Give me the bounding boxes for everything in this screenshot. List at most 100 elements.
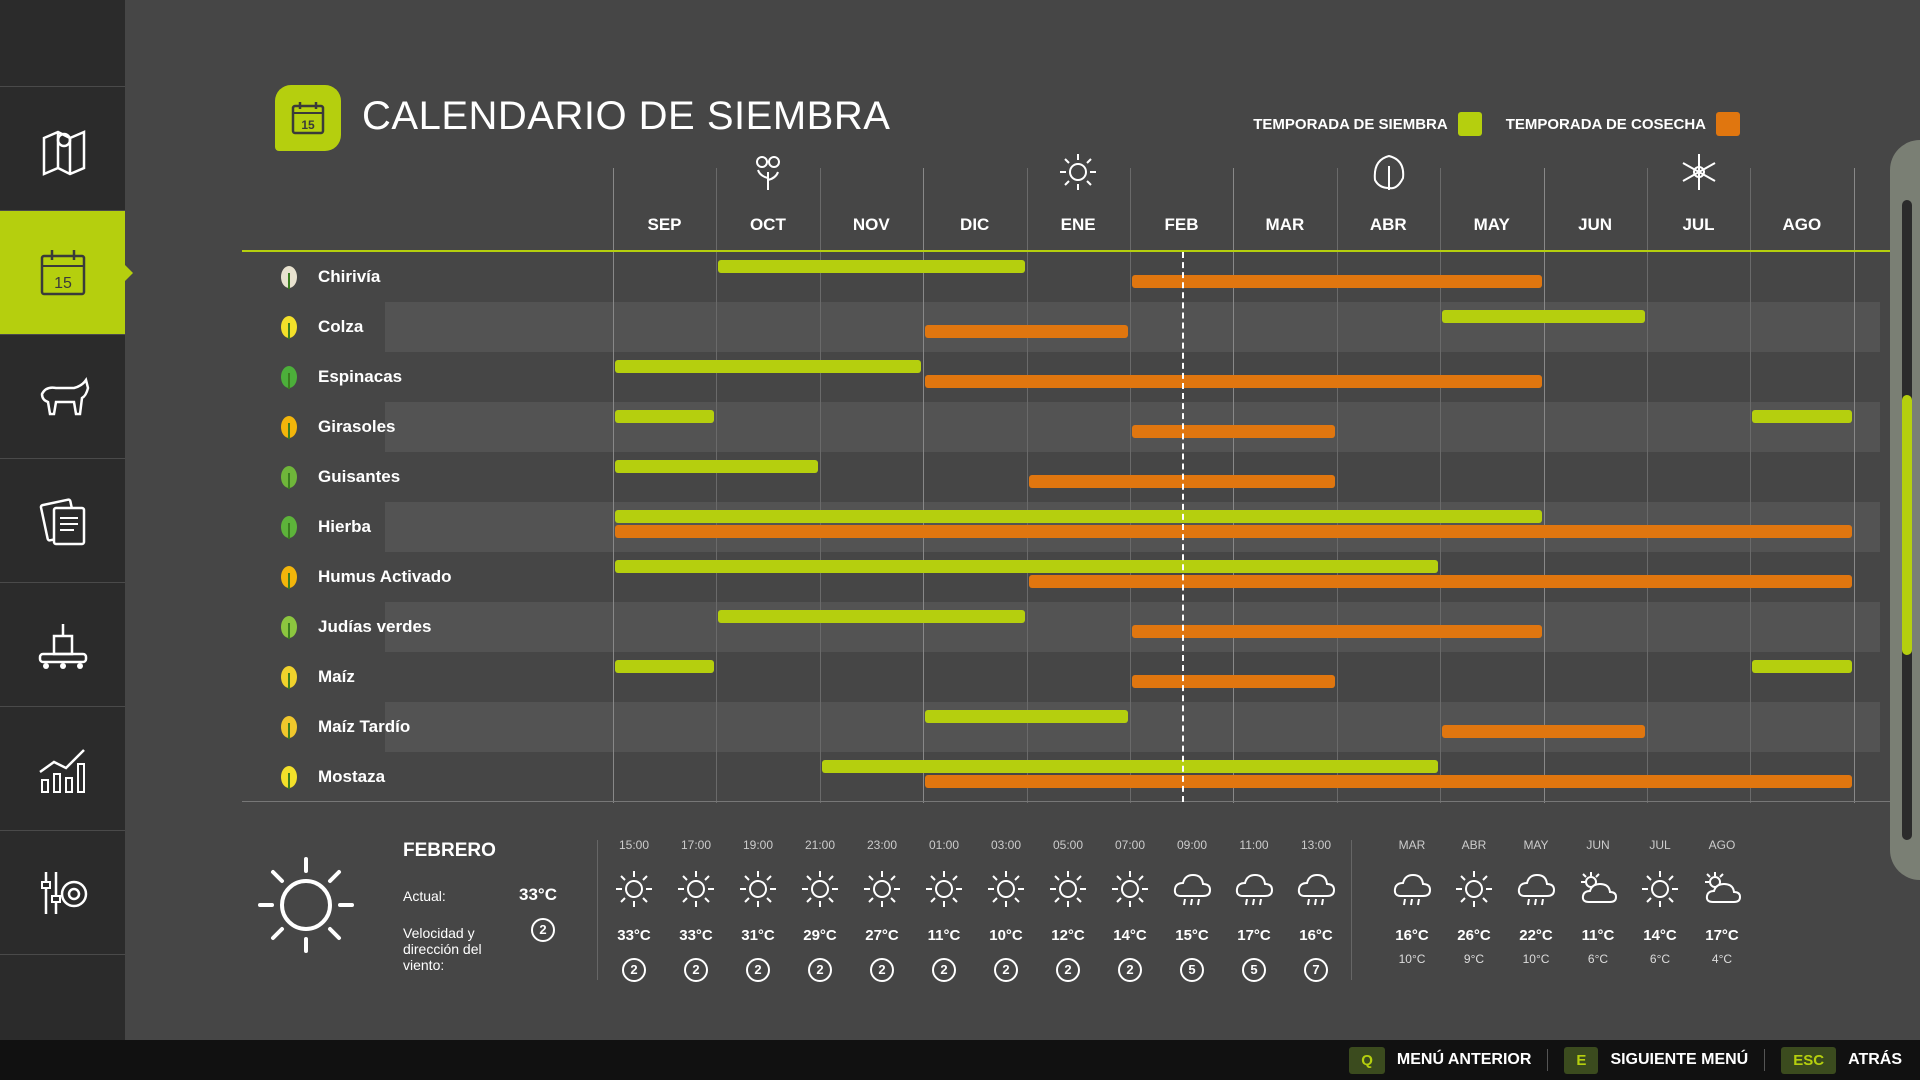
sowing-bar bbox=[718, 260, 1025, 273]
corn-icon bbox=[281, 666, 297, 689]
crop-name: Maíz Tardío bbox=[318, 717, 411, 736]
monthly-forecast-item: MAR 16°C 10°C bbox=[1381, 838, 1443, 966]
crop-name: Judías verdes bbox=[318, 617, 432, 636]
map-icon bbox=[42, 129, 85, 176]
wind-indicator: 2 bbox=[808, 958, 832, 982]
contracts-icon bbox=[39, 497, 85, 545]
monthly-forecast-item: MAY 22°C 10°C bbox=[1505, 838, 1567, 966]
forecast-low-temp: 10°C bbox=[1398, 952, 1426, 966]
bottom-divider bbox=[242, 801, 1892, 802]
hourly-forecast-item: 15:00 33°C 2 bbox=[603, 838, 665, 982]
crop-name: Espinacas bbox=[318, 367, 403, 386]
rain-icon bbox=[1173, 873, 1212, 906]
month-label: SEP bbox=[647, 215, 682, 234]
wind-indicator: 2 bbox=[870, 958, 894, 982]
month-gridline bbox=[923, 168, 925, 803]
forecast-time: 17:00 bbox=[680, 838, 712, 852]
forecast-time: 09:00 bbox=[1176, 838, 1208, 852]
parsnip-icon bbox=[281, 266, 297, 289]
forecast-low-temp: 9°C bbox=[1463, 952, 1485, 966]
scrollbar-thumb[interactable] bbox=[1902, 395, 1912, 655]
month-label: OCT bbox=[749, 215, 786, 234]
crop-name: Colza bbox=[318, 317, 364, 336]
cow-icon bbox=[40, 376, 89, 415]
sowing-bar bbox=[615, 660, 715, 673]
forecast-temp: 12°C bbox=[1051, 927, 1085, 944]
actual-temp-label: Actual: bbox=[403, 888, 446, 904]
rain-icon bbox=[1297, 873, 1336, 906]
hourly-forecast-item: 19:00 31°C 2 bbox=[727, 838, 789, 982]
sidebar-item-statistics[interactable] bbox=[0, 706, 125, 830]
crop-name: Guisantes bbox=[318, 467, 401, 486]
month-label: FEB bbox=[1164, 215, 1199, 234]
forecast-temp: 16°C bbox=[1299, 927, 1333, 944]
month-gridline bbox=[1853, 168, 1855, 803]
forecast-time: 11:00 bbox=[1239, 838, 1269, 852]
forecast-low-temp: 4°C bbox=[1711, 952, 1733, 966]
statistics-icon bbox=[38, 748, 85, 793]
month-label: JUN bbox=[1578, 215, 1613, 234]
sidebar-item-cow[interactable] bbox=[0, 334, 125, 458]
wind-indicator: 2 bbox=[1056, 958, 1080, 982]
forecast-month: JUN bbox=[1586, 838, 1610, 852]
harvest-bar bbox=[1132, 425, 1335, 438]
sun-icon bbox=[678, 871, 714, 907]
forecast-time: 23:00 bbox=[866, 838, 898, 852]
harvest-bar bbox=[925, 325, 1128, 338]
sidebar-item-settings[interactable] bbox=[0, 830, 125, 954]
forecast-temp: 27°C bbox=[865, 927, 899, 944]
sowing-bar bbox=[718, 610, 1025, 623]
legend-sowing-swatch bbox=[1457, 112, 1482, 136]
forecast-temp: 31°C bbox=[741, 927, 775, 944]
sowing-bar bbox=[615, 510, 1542, 523]
sun-icon bbox=[988, 871, 1024, 907]
sowing-bar bbox=[1442, 310, 1645, 323]
divider bbox=[1547, 1049, 1549, 1071]
prev-menu-button[interactable]: MENÚ ANTERIOR bbox=[1396, 1051, 1532, 1068]
forecast-temp: 17°C bbox=[1237, 927, 1271, 944]
sun-icon bbox=[926, 871, 962, 907]
back-key[interactable]: ESC bbox=[1781, 1046, 1837, 1074]
sowing-bar bbox=[615, 460, 818, 473]
sunflower-icon bbox=[281, 416, 297, 439]
hourly-forecast-item: 03:00 10°C 2 bbox=[975, 838, 1037, 982]
prev-menu-key[interactable]: Q bbox=[1349, 1046, 1385, 1074]
wind-indicator: 2 bbox=[746, 958, 770, 982]
sowing-bar bbox=[615, 560, 1439, 573]
production-icon bbox=[38, 623, 87, 669]
month-label: AGO bbox=[1782, 215, 1822, 234]
sun-summer-icon bbox=[1060, 154, 1097, 190]
back-button[interactable]: ATRÁS bbox=[1848, 1051, 1902, 1068]
hourly-forecast-item: 05:00 12°C 2 bbox=[1037, 838, 1099, 982]
row-background bbox=[385, 302, 1880, 352]
wind-indicator: 5 bbox=[1242, 958, 1266, 982]
forecast-low-temp: 6°C bbox=[1587, 952, 1609, 966]
monthly-forecast-item: JUL 14°C 6°C bbox=[1629, 838, 1691, 966]
actual-temp-value: 33°C bbox=[519, 885, 557, 904]
wind-indicator: 2 bbox=[622, 958, 646, 982]
forecast-time: 19:00 bbox=[742, 838, 774, 852]
sidebar-item-calendar[interactable]: 15 bbox=[0, 210, 133, 334]
row-background bbox=[385, 702, 1880, 752]
wind-indicator: 2 bbox=[932, 958, 956, 982]
forecast-high-temp: 14°C bbox=[1643, 927, 1677, 944]
harvest-bar bbox=[925, 775, 1852, 788]
crop-name: Chirivía bbox=[318, 267, 381, 286]
forecast-high-temp: 26°C bbox=[1457, 927, 1491, 944]
next-menu-key[interactable]: E bbox=[1564, 1046, 1599, 1074]
legend-harvest-label: TEMPORADA DE COSECHA bbox=[1505, 115, 1706, 133]
forecast-month: MAR bbox=[1398, 838, 1426, 852]
legend: TEMPORADA DE SIEMBRA TEMPORADA DE COSECH… bbox=[1253, 112, 1740, 136]
next-menu-button[interactable]: SIGUIENTE MENÚ bbox=[1610, 1051, 1749, 1068]
sidebar-item-contracts[interactable] bbox=[0, 458, 125, 582]
month-gridline bbox=[1647, 168, 1648, 803]
month-gridline bbox=[1543, 168, 1545, 803]
divider bbox=[1351, 840, 1352, 980]
sun-icon bbox=[1112, 871, 1148, 907]
humus-icon bbox=[281, 566, 297, 589]
sidebar-item-map[interactable] bbox=[0, 86, 125, 210]
forecast-temp: 33°C bbox=[679, 927, 713, 944]
sun-icon bbox=[616, 871, 652, 907]
sidebar-item-production[interactable] bbox=[0, 582, 125, 706]
svg-text:15: 15 bbox=[54, 275, 72, 292]
